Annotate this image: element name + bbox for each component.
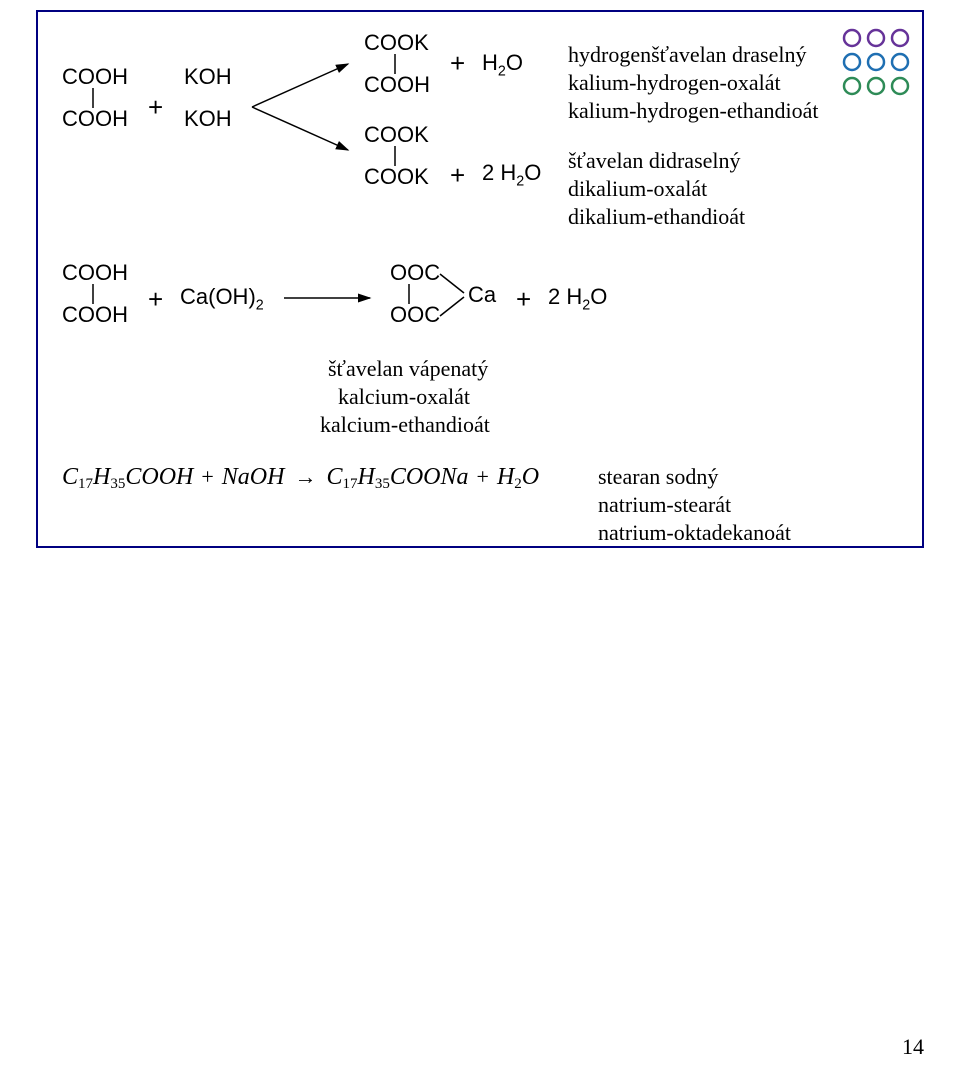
r3-name3: natrium-oktadekanoát <box>598 520 791 546</box>
eq-plus1: + <box>197 464 217 489</box>
r2-ca-bonds <box>438 268 470 322</box>
r1p1-bond <box>394 54 396 74</box>
eq-o: O <box>522 464 539 490</box>
r1p1-name3: kalium-hydrogen-ethandioát <box>568 98 818 124</box>
r1p2-name3: dikalium-ethandioát <box>568 204 745 230</box>
r1-branch-arrows <box>248 52 368 162</box>
r3-name2: natrium-stearát <box>598 492 731 518</box>
r1p1-plus: + <box>450 48 465 79</box>
r1-plus1: + <box>148 92 163 123</box>
r1p1-h2o: H2O <box>482 52 523 79</box>
r1p2-name1: šťavelan didraselný <box>568 148 741 174</box>
eq-naoh: NaOH <box>222 464 285 490</box>
eq-cooh: COOH <box>125 464 193 490</box>
r3-equation: C17H35COOH + NaOH → C17H35COONa + H2O <box>62 464 539 493</box>
page-number: 14 <box>902 1034 924 1060</box>
r2-left-bond <box>92 284 94 304</box>
r2-ooc-top: OOC <box>390 262 440 284</box>
eq-h2: H <box>357 464 374 490</box>
r2-name1: šťavelan vápenatý <box>328 356 488 382</box>
eq-17b: 17 <box>342 476 357 492</box>
r2-name2: kalcium-oxalát <box>338 384 470 410</box>
content-frame: COOH COOH + KOH KOH COOK COOH + H2O COOK… <box>36 10 924 548</box>
r1-left-bond <box>92 88 94 108</box>
r1p2-name2: dikalium-oxalát <box>568 176 707 202</box>
r2-plus1: + <box>148 284 163 315</box>
r1p2-bond <box>394 146 396 166</box>
r1p1-name2: kalium-hydrogen-oxalát <box>568 70 781 96</box>
r2-caoh2: Ca(OH)2 <box>180 286 264 313</box>
r1-cooh-bot: COOH <box>62 108 128 130</box>
eq-35b: 35 <box>375 476 390 492</box>
eq-35a: 35 <box>110 476 125 492</box>
r1p2-cook-top: COOK <box>364 124 429 146</box>
r1p1-cooh: COOH <box>364 74 430 96</box>
r1p1-cook: COOK <box>364 32 429 54</box>
r1p1-name1: hydrogenšťavelan draselný <box>568 42 807 68</box>
r1-koh-bot: KOH <box>184 108 232 130</box>
r2-cooh-top: COOH <box>62 262 128 284</box>
r1p2-cook-bot: COOK <box>364 166 429 188</box>
color-dots-icon <box>838 26 918 116</box>
r1p2-2h2o: 2 H2O <box>482 162 541 189</box>
eq-c2: C <box>326 464 342 490</box>
eq-plus2: + <box>473 464 493 489</box>
r2-2h2o: 2 H2O <box>548 286 607 313</box>
eq-arrow: → <box>288 464 322 489</box>
r2-ooc-bond <box>408 284 410 304</box>
r1-cooh-top: COOH <box>62 66 128 88</box>
r2-arrow <box>282 290 378 306</box>
r1p2-plus: + <box>450 160 465 191</box>
r1-koh-top: KOH <box>184 66 232 88</box>
r3-name1: stearan sodný <box>598 464 718 490</box>
page: COOH COOH + KOH KOH COOK COOH + H2O COOK… <box>0 0 960 1078</box>
eq-17a: 17 <box>78 476 93 492</box>
eq-2: 2 <box>514 476 522 492</box>
r2-cooh-bot: COOH <box>62 304 128 326</box>
r2-ca: Ca <box>468 284 496 306</box>
r2-ooc-bot: OOC <box>390 304 440 326</box>
r2-name3: kalcium-ethandioát <box>320 412 490 438</box>
eq-coona: COONa <box>390 464 469 490</box>
r2-plus2: + <box>516 284 531 315</box>
eq-h1: H <box>93 464 110 490</box>
eq-h3: H <box>497 464 514 490</box>
eq-c1: C <box>62 464 78 490</box>
